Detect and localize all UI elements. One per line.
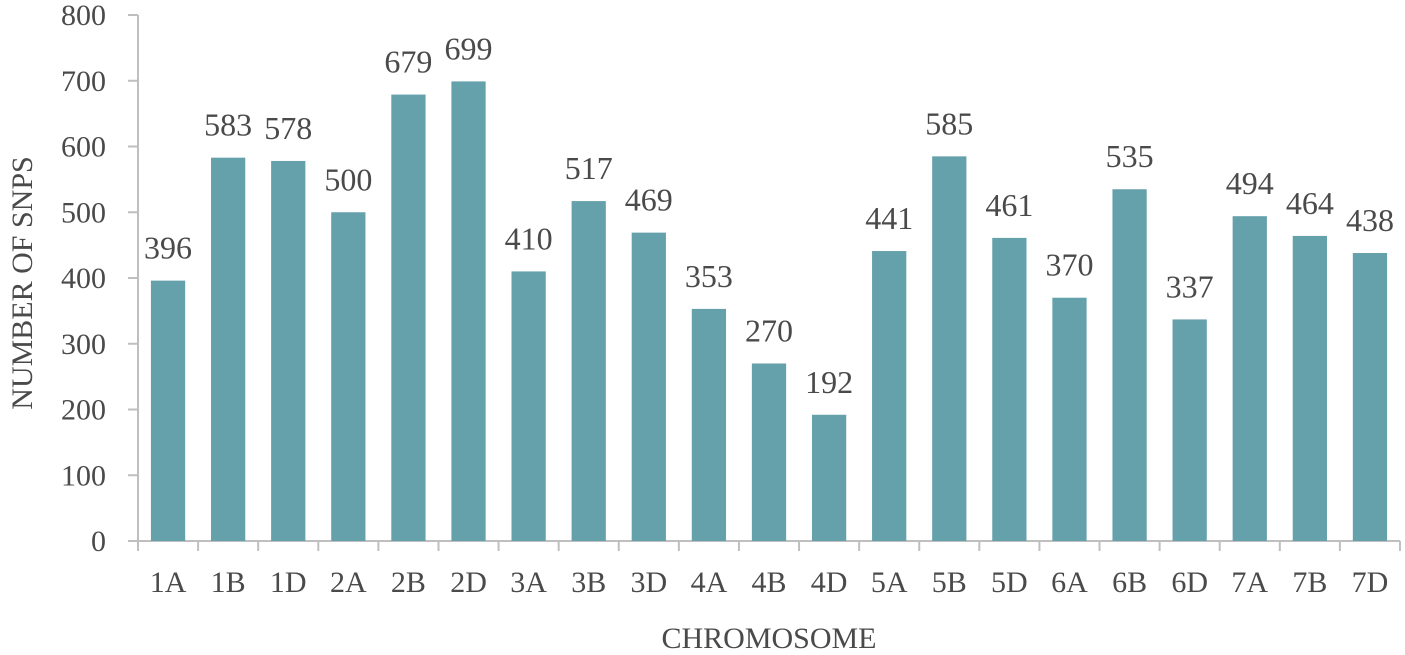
x-tick-label: 2A <box>330 566 367 599</box>
data-label: 583 <box>204 107 252 143</box>
x-tick-label: 2B <box>391 566 426 599</box>
x-tick-label: 4B <box>751 566 786 599</box>
data-label: 396 <box>144 230 192 266</box>
x-tick-label: 3D <box>630 566 667 599</box>
y-axis: 0 100 200 300 400 500 600 700 800 <box>61 0 139 558</box>
bar <box>150 280 186 541</box>
data-label: 461 <box>985 187 1033 223</box>
x-tick-label: 3B <box>571 566 606 599</box>
x-tick-label: 6B <box>1112 566 1147 599</box>
bar <box>571 201 606 541</box>
x-tick-label: 6D <box>1171 566 1208 599</box>
x-tick-label: 1D <box>270 566 307 599</box>
data-label: 585 <box>925 105 973 141</box>
data-label: 438 <box>1346 202 1394 238</box>
bar <box>1112 189 1147 542</box>
y-tick-label: 800 <box>61 0 106 32</box>
x-tick-label: 7A <box>1231 566 1268 599</box>
x-axis-title: CHROMOSOME <box>661 622 876 655</box>
bars <box>150 81 1388 542</box>
data-label: 679 <box>384 44 432 80</box>
x-tick-label: 5B <box>932 566 967 599</box>
bar <box>271 160 306 541</box>
bar <box>1172 319 1207 541</box>
x-tick-label: 7D <box>1352 566 1389 599</box>
data-label: 578 <box>264 110 312 146</box>
bar <box>1052 297 1087 541</box>
y-tick-label: 300 <box>61 328 106 361</box>
bar <box>691 308 727 541</box>
x-tick-label: 1A <box>150 566 187 599</box>
x-tick-label: 2D <box>450 566 487 599</box>
data-label: 464 <box>1286 185 1334 221</box>
y-tick-label: 0 <box>91 525 106 558</box>
data-label: 192 <box>805 364 853 400</box>
x-tick-label: 3A <box>510 566 547 599</box>
x-axis: 1A 1B 1D 2A 2B 2D 3A 3B 3D 4A 4B 4D 5A 5B 5D 6A 6B 6D 7A 7B… <box>137 540 1401 599</box>
data-label: 500 <box>324 161 372 197</box>
data-label: 353 <box>685 258 733 294</box>
data-label: 494 <box>1226 165 1274 201</box>
data-label: 469 <box>625 182 673 218</box>
x-tick-label: 7B <box>1292 566 1327 599</box>
bar <box>751 363 787 541</box>
bar <box>992 237 1027 541</box>
x-tick-label: 1B <box>211 566 246 599</box>
bar <box>331 212 366 541</box>
y-tick-label: 500 <box>61 196 106 229</box>
bar <box>511 271 546 541</box>
data-label: 517 <box>565 150 613 186</box>
data-label: 337 <box>1166 268 1214 304</box>
bar <box>872 251 907 542</box>
bar <box>451 81 486 541</box>
y-tick-label: 700 <box>61 65 106 98</box>
x-tick-label: 5A <box>871 566 908 599</box>
data-label: 535 <box>1106 138 1154 174</box>
bar <box>631 232 666 541</box>
bar <box>1352 253 1388 541</box>
data-label: 441 <box>865 200 913 236</box>
data-label: 699 <box>445 30 493 66</box>
y-tick-label: 600 <box>61 131 106 164</box>
bar <box>211 157 246 542</box>
y-axis-title: NUMBER OF SNPS <box>6 156 39 409</box>
data-label: 370 <box>1045 247 1093 283</box>
x-tick-label: 4A <box>691 566 728 599</box>
bar <box>1292 235 1327 542</box>
data-label: 270 <box>745 312 793 348</box>
x-tick-label: 4D <box>811 566 848 599</box>
x-tick-label: 6A <box>1051 566 1088 599</box>
bar <box>1232 216 1267 541</box>
x-tick-label: 5D <box>991 566 1028 599</box>
data-label: 410 <box>505 220 553 256</box>
y-tick-label: 100 <box>61 459 106 492</box>
bar <box>811 414 847 541</box>
y-tick-label: 200 <box>61 394 106 427</box>
y-tick-label: 400 <box>61 262 106 295</box>
data-labels: 396 583 578 500 679 699 410 517 469 353 270 192 441 5… <box>144 30 1394 399</box>
bar <box>932 156 967 542</box>
bar <box>391 94 426 542</box>
